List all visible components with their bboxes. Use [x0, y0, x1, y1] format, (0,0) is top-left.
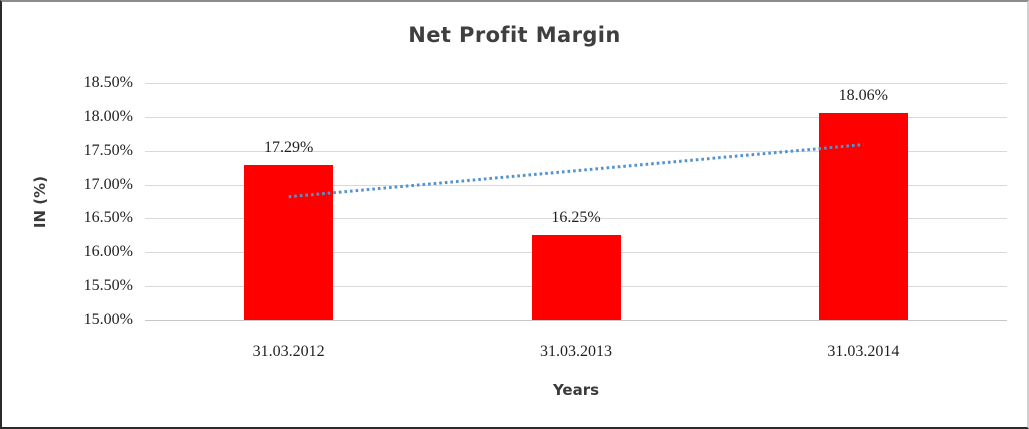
bar-value-label: 18.06% [838, 86, 888, 104]
gridline [145, 218, 1007, 219]
bar-31-03-2013 [531, 235, 621, 320]
bar-value-label: 16.25% [551, 209, 601, 227]
gridline [145, 83, 1007, 84]
gridline [145, 117, 1007, 118]
y-tick-label: 18.50% [83, 74, 133, 91]
y-tick-label: 18.00% [83, 108, 133, 125]
x-tick-label: 31.03.2014 [827, 343, 900, 360]
gridline [145, 320, 1007, 321]
bar-31-03-2014 [818, 112, 908, 320]
chart-title: Net Profit Margin [408, 23, 621, 47]
x-tick-label: 31.03.2013 [540, 343, 612, 360]
y-tick-label: 17.00% [83, 176, 133, 193]
y-tick-label: 17.50% [83, 142, 133, 159]
y-tick-label: 15.50% [83, 277, 133, 294]
y-tick-label: 16.00% [83, 243, 133, 260]
bar-31-03-2012 [244, 164, 334, 320]
bar-value-label: 17.29% [263, 138, 314, 156]
x-tick-label: 31.03.2012 [252, 343, 325, 360]
x-axis-title: Years [552, 381, 600, 399]
y-tick-label: 16.50% [83, 209, 133, 226]
y-tick-label: 15.00% [83, 311, 133, 328]
